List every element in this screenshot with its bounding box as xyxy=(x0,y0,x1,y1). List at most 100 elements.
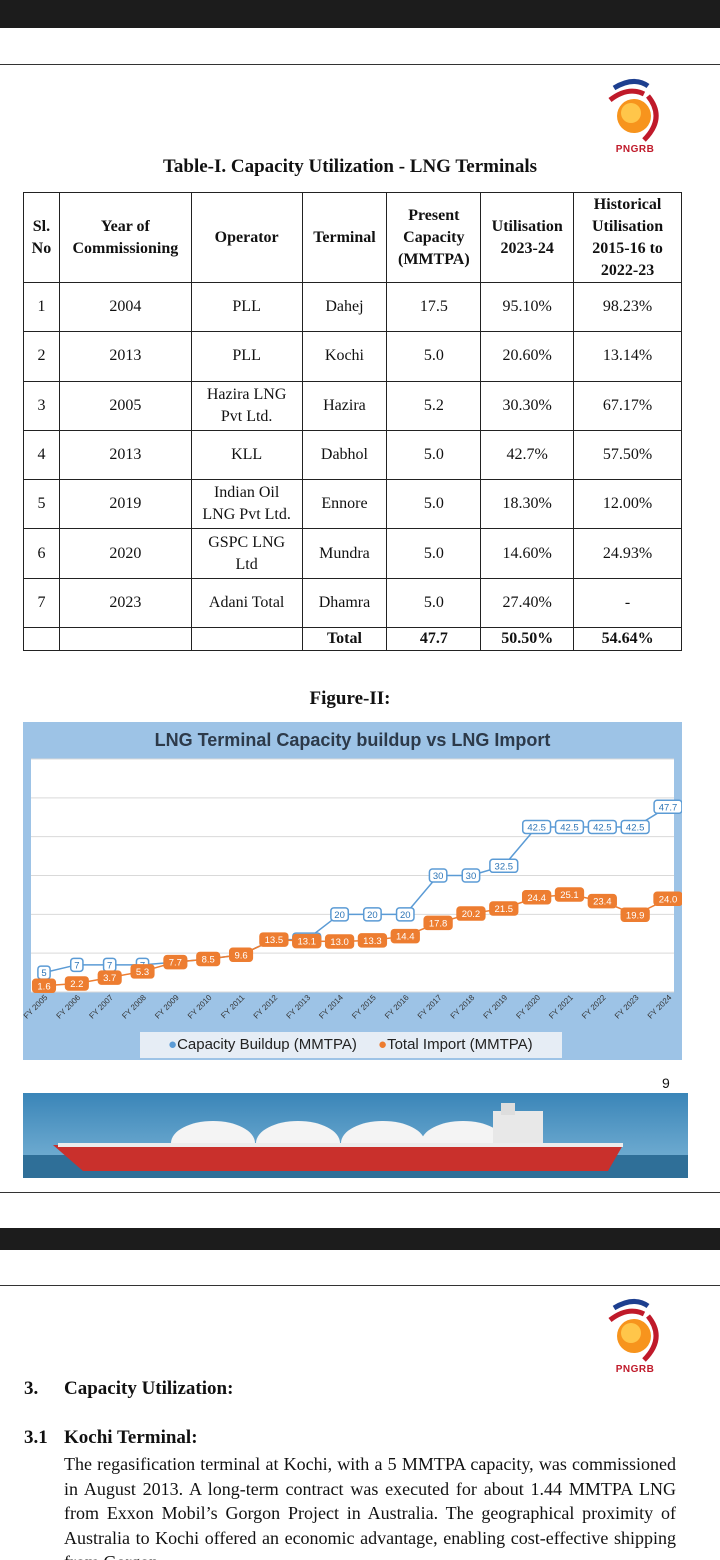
data-label-box xyxy=(292,933,322,949)
data-label-box xyxy=(554,887,585,902)
data-label-box xyxy=(130,964,155,979)
x-tick-label: FY 2022 xyxy=(580,993,608,1021)
cell-capacity: 5.0 xyxy=(386,528,482,579)
cell-utilisation: 30.30% xyxy=(480,380,575,431)
cell-terminal: Dhamra xyxy=(301,577,388,629)
header-terminal: Terminal xyxy=(301,192,388,283)
page-number: 9 xyxy=(662,1075,670,1091)
data-label: 23.4 xyxy=(593,897,612,908)
data-label: 14.4 xyxy=(396,932,415,943)
header-year: Year of Commissioning xyxy=(58,192,192,283)
data-label: 20 xyxy=(400,910,411,921)
data-label: 30 xyxy=(433,871,444,882)
data-label-box xyxy=(456,906,486,921)
cell-utilisation: 27.40% xyxy=(480,577,575,629)
data-label-box xyxy=(620,907,650,922)
page-separator xyxy=(0,1192,720,1193)
cell-empty xyxy=(58,627,192,652)
header-sl: Sl. No xyxy=(23,192,60,283)
data-label: 47.7 xyxy=(659,802,678,813)
x-tick-label: FY 2023 xyxy=(613,993,641,1021)
x-tick-label: FY 2009 xyxy=(153,993,181,1021)
data-label: 5 xyxy=(41,968,46,979)
chart-plot: FY 2005 FY 2006 FY 2007 FY 2008 FY 2009 FY 20… xyxy=(23,758,682,1021)
subsection-title: Kochi Terminal: xyxy=(64,1427,198,1448)
table-row: 5 2019 Indian Oil LNG Pvt Ltd. Ennore 5.0… xyxy=(23,479,682,530)
table-title: Table-I. Capacity Utilization - LNG Term… xyxy=(162,156,538,177)
x-tick-label: FY 2014 xyxy=(317,993,345,1021)
header-capacity: Present Capacity (MMTPA) xyxy=(386,192,482,283)
x-tick-label: FY 2005 xyxy=(23,993,50,1021)
cell-year: 2004 xyxy=(58,281,192,333)
data-label: 21.5 xyxy=(495,904,513,915)
data-label: 42.5 xyxy=(593,823,612,834)
data-label: 13.0 xyxy=(330,937,349,948)
data-label-box xyxy=(653,891,682,907)
data-label-box xyxy=(357,933,388,948)
data-label-box xyxy=(395,907,415,922)
cell-capacity: 5.0 xyxy=(386,479,482,530)
data-label-box xyxy=(489,901,519,916)
data-label: 20 xyxy=(334,910,345,921)
section-number: 3. xyxy=(24,1378,39,1399)
section-title: Capacity Utilization: xyxy=(64,1378,234,1399)
x-tick-label: FY 2017 xyxy=(416,993,444,1021)
cell-sl: 7 xyxy=(23,577,60,629)
data-label: 32.5 xyxy=(495,861,513,872)
cell-operator: Indian Oil LNG Pvt Ltd. xyxy=(190,479,303,530)
cell-capacity: 17.5 xyxy=(386,281,482,333)
data-label: 2.2 xyxy=(70,979,83,990)
cell-year: 2005 xyxy=(58,380,192,431)
subsection-number: 3.1 xyxy=(24,1427,48,1448)
data-label: 7 xyxy=(107,960,112,971)
data-label: 7.7 xyxy=(169,958,182,969)
x-tick-label: FY 2007 xyxy=(87,993,115,1021)
data-label-box xyxy=(620,819,650,835)
cell-total-historical: 54.64% xyxy=(573,627,682,652)
pngrb-logo-icon xyxy=(608,1299,659,1362)
data-label-box xyxy=(489,858,519,874)
section-paragraph: The regasification terminal at Kochi, wi… xyxy=(64,1454,676,1560)
cell-historical: 98.23% xyxy=(573,281,682,333)
x-tick-label: FY 2008 xyxy=(120,993,148,1021)
page-separator xyxy=(0,1285,720,1286)
cell-sl: 1 xyxy=(23,281,60,333)
table-row: 1 2004 PLL Dahej 17.5 95.10% 98.23% xyxy=(23,281,682,333)
cell-sl: 4 xyxy=(23,429,60,481)
x-tick-label: FY 2021 xyxy=(547,993,575,1021)
page-top-bar xyxy=(0,0,720,28)
data-label-box xyxy=(229,947,254,962)
lng-ship-image xyxy=(23,1093,688,1178)
cell-historical: 67.17% xyxy=(573,380,682,431)
data-label-box xyxy=(362,907,382,922)
cell-operator: Adani Total xyxy=(190,577,303,629)
data-label-box xyxy=(64,976,89,991)
data-label: 42.5 xyxy=(626,823,645,834)
data-label-box xyxy=(587,893,617,909)
data-label-box xyxy=(390,928,420,944)
table-row: 7 2023 Adani Total Dhamra 5.0 27.40% - xyxy=(23,577,682,629)
cell-sl: 2 xyxy=(23,331,60,382)
data-label-box xyxy=(163,954,188,970)
x-tick-label: FY 2020 xyxy=(514,993,542,1021)
data-label-box xyxy=(330,907,350,922)
cell-year: 2019 xyxy=(58,479,192,530)
table-header-row: Sl. No Year of Commissioning Operator Term… xyxy=(23,192,682,283)
data-label-box xyxy=(587,819,617,835)
data-label-box xyxy=(521,819,552,835)
table-row: 2 2013 PLL Kochi 5.0 20.60% 13.14% xyxy=(23,331,682,382)
chart-container: LNG Terminal Capacity buildup vs LNG Imp… xyxy=(23,722,682,1060)
data-label: 24.0 xyxy=(659,894,678,905)
x-tick-label: FY 2011 xyxy=(219,993,247,1021)
cell-capacity: 5.2 xyxy=(386,380,482,431)
cell-empty xyxy=(190,627,303,652)
table-row: 6 2020 GSPC LNG Ltd Mundra 5.0 14.60% 24.… xyxy=(23,528,682,579)
cell-capacity: 5.0 xyxy=(386,577,482,629)
data-label: 7 xyxy=(74,960,79,971)
pngrb-logo-icon xyxy=(608,79,659,142)
data-label: 5.3 xyxy=(136,967,149,978)
cell-sl: 6 xyxy=(23,528,60,579)
table-total-row: Total 47.7 50.50% 54.64% xyxy=(23,627,682,652)
data-label: 13.5 xyxy=(265,935,284,946)
header-historical: Historical Utilisation 2015-16 to 2022-23 xyxy=(573,192,682,283)
